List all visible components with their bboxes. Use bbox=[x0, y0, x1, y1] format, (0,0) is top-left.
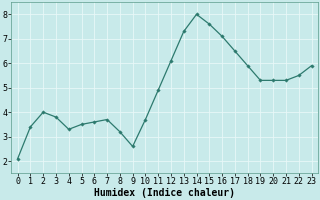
X-axis label: Humidex (Indice chaleur): Humidex (Indice chaleur) bbox=[94, 188, 235, 198]
